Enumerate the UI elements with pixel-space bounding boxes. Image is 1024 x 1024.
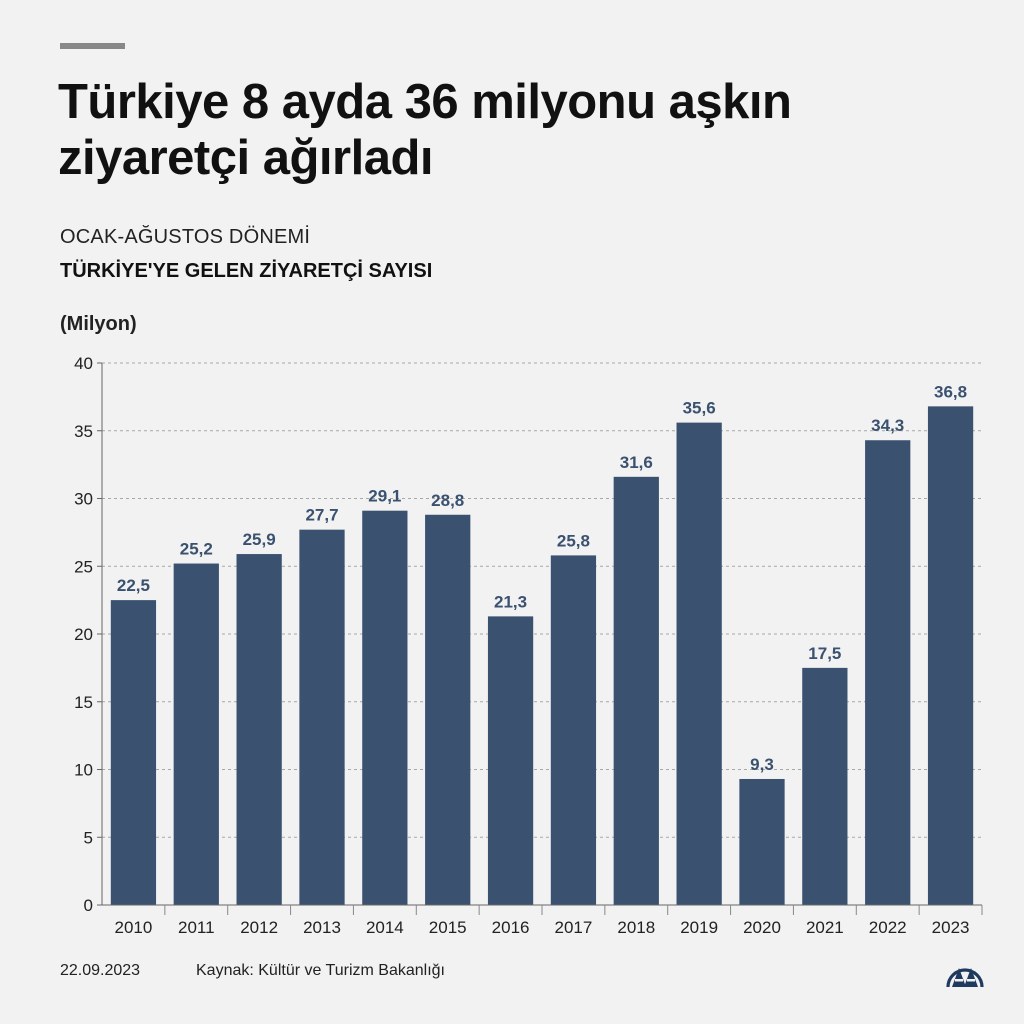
y-tick-label: 35 [74,422,93,441]
x-tick-label: 2018 [617,918,655,937]
bar [865,440,911,905]
y-tick-label: 5 [84,828,93,847]
data-label: 27,7 [305,506,338,525]
x-tick-label: 2014 [366,918,404,937]
y-tick-label: 25 [74,557,93,576]
x-tick-label: 2012 [240,918,278,937]
data-label: 9,3 [750,755,774,774]
chart-subtitle: OCAK-AĞUSTOS DÖNEMİ [60,226,311,248]
data-label: 25,8 [557,531,590,550]
bar [299,529,345,905]
axes [97,362,983,915]
x-tick-label: 2013 [303,918,341,937]
grid-lines [102,362,982,838]
x-tick-label: 2019 [680,918,718,937]
labels: 0 5 10 15 20 25 30 35 40 22,5 2010 25,2 2011 25,9 2012… [74,354,969,937]
x-tick-label: 2010 [115,918,153,937]
y-tick-label: 15 [74,693,93,712]
x-tick-label: 2015 [429,918,467,937]
data-label: 22,5 [117,576,150,595]
data-label: 36,8 [934,382,967,401]
bar [927,406,974,905]
data-label: 29,1 [368,487,401,506]
data-label: 34,3 [871,416,904,435]
x-tick-label: 2021 [806,918,844,937]
bar [110,600,157,905]
page-title: Türkiye 8 ayda 36 milyonu aşkın ziyaretç… [58,75,792,185]
y-tick-label: 20 [74,625,93,644]
bar [739,778,785,905]
bar [425,514,471,905]
y-tick-label: 10 [74,761,93,780]
bar-chart: 0 5 10 15 20 25 30 35 40 22,5 2010 25,2 2011 25,9 2012… [74,354,983,937]
x-tick-label: 2022 [869,918,907,937]
bar [173,563,219,905]
data-label: 28,8 [431,491,464,510]
aa-logo-icon [946,968,984,988]
x-tick-label: 2016 [492,918,530,937]
y-axis-unit-label: (Milyon) [60,313,137,335]
x-tick-label: 2017 [555,918,593,937]
bar [550,555,597,905]
x-tick-label: 2011 [178,918,215,937]
footer-date: 22.09.2023 [60,962,141,979]
bars [110,406,974,905]
data-label: 25,2 [180,540,213,559]
data-label: 17,5 [808,644,841,663]
bar [362,510,408,905]
bar [802,667,848,905]
bar [676,422,722,905]
x-tick-label: 2020 [743,918,781,937]
y-tick-label: 40 [74,354,93,373]
footer-source: Kaynak: Kültür ve Turizm Bakanlığı [196,962,445,979]
x-tick-label: 2023 [932,918,970,937]
data-label: 21,3 [494,592,527,611]
y-tick-label: 30 [74,490,93,509]
data-label: 31,6 [620,453,653,472]
bar [236,554,282,905]
top-rule [60,43,125,49]
chart-title: TÜRKİYE'YE GELEN ZİYARETÇİ SAYISI [60,260,433,282]
y-tick-label: 0 [84,896,93,915]
data-label: 35,6 [683,399,716,418]
data-label: 25,9 [243,530,276,549]
bar [613,476,659,905]
bar [487,616,534,905]
